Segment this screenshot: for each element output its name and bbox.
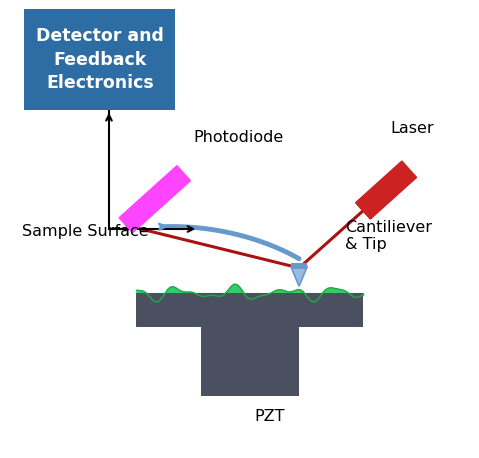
Text: PZT: PZT — [254, 409, 285, 424]
Polygon shape — [119, 166, 191, 233]
Text: Photodiode: Photodiode — [194, 130, 284, 145]
Bar — [24, 9, 175, 110]
Polygon shape — [355, 161, 417, 219]
Text: Detector and
Feedback
Electronics: Detector and Feedback Electronics — [36, 27, 164, 92]
Text: Laser: Laser — [391, 121, 434, 136]
Polygon shape — [291, 267, 308, 286]
Text: Sample Surface: Sample Surface — [22, 224, 148, 239]
Bar — [137, 293, 363, 327]
Bar — [291, 263, 308, 269]
Bar — [201, 325, 299, 396]
Text: Cantiliever
& Tip: Cantiliever & Tip — [345, 220, 432, 252]
